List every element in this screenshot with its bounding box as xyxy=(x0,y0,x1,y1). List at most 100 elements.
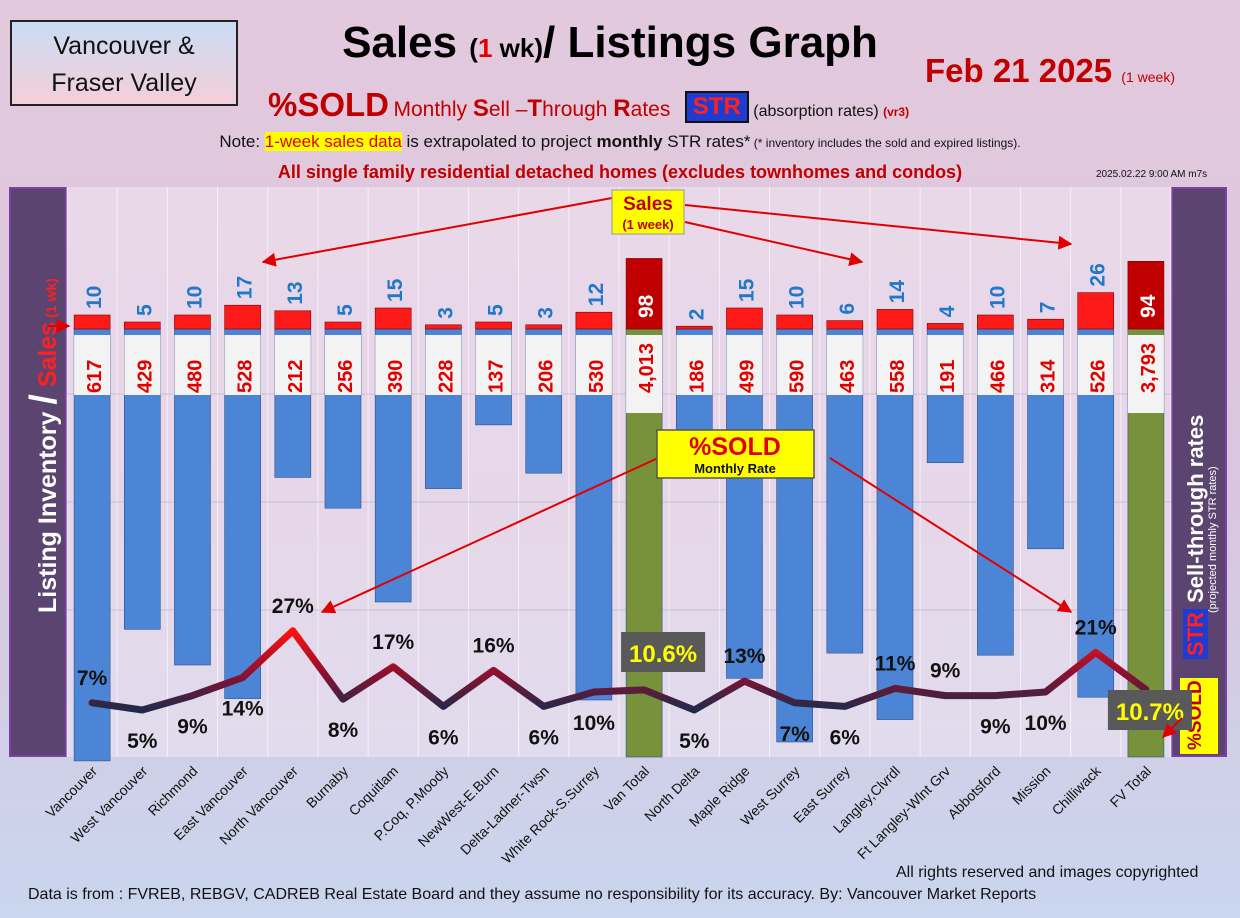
callout-arrow xyxy=(261,197,613,267)
sales-bar xyxy=(174,314,211,330)
inventory-label: 212 xyxy=(285,360,307,393)
str-label: 8% xyxy=(328,719,359,742)
str-label: 10% xyxy=(1025,712,1067,735)
sales-label: 12 xyxy=(585,283,608,306)
region-line2: Fraser Valley xyxy=(51,69,197,97)
sales-label: 5 xyxy=(334,304,357,316)
inventory-label-bg xyxy=(826,335,863,395)
copyright-note: All rights reserved and images copyright… xyxy=(896,864,1199,881)
sales-label: 5 xyxy=(133,304,156,316)
sales-label: 94 xyxy=(1137,294,1160,318)
sales-label: 7 xyxy=(1037,302,1060,314)
sales-label: 5 xyxy=(485,304,508,316)
note-bold: monthly xyxy=(596,132,663,151)
callout-arrow xyxy=(829,457,1073,613)
sales-bar xyxy=(926,323,964,330)
region-line1: Vancouver & xyxy=(53,32,195,60)
str-label: 9% xyxy=(930,660,961,683)
note-prefix: Note: xyxy=(219,132,265,151)
str-label: 16% xyxy=(473,634,515,657)
inventory-label: 206 xyxy=(536,360,558,393)
sales-label: 10 xyxy=(83,286,106,309)
method-note: Note: 1-week sales data is extrapolated … xyxy=(0,132,1240,152)
title-wk: wk) xyxy=(492,33,543,63)
sales-callout-box xyxy=(611,189,685,235)
inventory-label-bg xyxy=(475,335,512,395)
inventory-label-bg xyxy=(927,335,964,395)
report-date: Feb 21 2025 (1 week) xyxy=(925,52,1175,90)
inventory-label-bg xyxy=(375,335,412,395)
sales-bar xyxy=(475,321,512,330)
inventory-label-bg xyxy=(877,335,913,395)
inventory-label-bg xyxy=(676,335,713,395)
str-label: 13% xyxy=(723,645,765,668)
sales-bar xyxy=(274,310,312,330)
sales-callout-label: Sales xyxy=(623,194,673,215)
x-tick-label: Chilliwack xyxy=(1049,762,1105,818)
x-tick-label: Van Total xyxy=(601,763,653,815)
inventory-label: 528 xyxy=(235,360,257,393)
sales-label: 15 xyxy=(735,278,758,302)
sales-bar xyxy=(73,314,111,330)
sales-label: 3 xyxy=(535,307,558,319)
x-tick-label: FV Total xyxy=(1107,763,1154,810)
inventory-label: 590 xyxy=(787,360,809,393)
note-small: (* inventory includes the sold and expir… xyxy=(750,136,1021,150)
subtitle-t: T xyxy=(527,95,543,122)
sales-bar xyxy=(1077,292,1115,330)
str-line xyxy=(88,627,1150,714)
inventory-label: 4,013 xyxy=(636,343,658,393)
subtitle: %SOLD Monthly Sell –Through Rates STR (a… xyxy=(268,86,909,124)
inventory-label: 186 xyxy=(686,360,708,393)
x-tick-label: Burnaby xyxy=(303,763,351,811)
inventory-label-bg xyxy=(525,335,562,395)
inventory-label-bg xyxy=(1027,335,1064,395)
inventory-label-bg xyxy=(977,335,1014,395)
sales-callout-sub: (1 week) xyxy=(622,217,673,232)
str-label: 17% xyxy=(372,631,414,654)
inventory-label: 390 xyxy=(385,360,407,393)
str-label: 7% xyxy=(77,667,108,690)
left-axis-panel: Listing Inventory / Sales (1 wk) xyxy=(9,187,67,757)
str-label: 6% xyxy=(529,726,560,749)
data-source-note: Data is from : FVREB, REBGV, CADREB Real… xyxy=(28,886,1037,903)
str-total-box xyxy=(621,632,706,672)
inventory-label: 466 xyxy=(987,360,1009,393)
str-label: 6% xyxy=(830,726,861,749)
sales-bar xyxy=(525,324,563,330)
inventory-label-bg xyxy=(325,335,361,395)
note-mid: is extrapolated to project xyxy=(401,132,597,151)
title-listings: / Listings Graph xyxy=(543,18,878,67)
sales-bar xyxy=(123,321,161,330)
inventory-label: 480 xyxy=(184,360,206,393)
sales-bar xyxy=(324,321,362,330)
region-box: Vancouver & Fraser Valley xyxy=(10,20,238,106)
sales-label: 14 xyxy=(886,280,909,304)
page-title: Sales (1 wk)/ Listings Graph xyxy=(250,18,970,68)
sales-bar xyxy=(1127,261,1165,330)
inventory-label: 314 xyxy=(1038,359,1060,393)
sales-bar xyxy=(675,325,713,330)
str-label: 5% xyxy=(127,730,158,753)
x-tick-label: White Rock-S.Surrey xyxy=(498,763,602,867)
title-paren: ( xyxy=(469,33,478,63)
inventory-label-bg xyxy=(626,335,663,413)
subtitle-monthly: Monthly xyxy=(393,98,473,121)
str-label: 10.6% xyxy=(629,641,697,668)
str-label: 9% xyxy=(177,716,208,739)
str-badge: STR xyxy=(684,91,749,123)
str-label: 11% xyxy=(875,652,916,675)
subtitle-hrough: hrough xyxy=(542,98,614,121)
subtitle-sold: %SOLD xyxy=(268,86,390,123)
sales-bar xyxy=(726,307,763,330)
subtitle-ates: ates xyxy=(630,98,671,121)
inventory-label: 228 xyxy=(435,360,457,393)
inventory-label: 558 xyxy=(887,360,909,393)
x-tick-label: Abbotsford xyxy=(944,763,1003,822)
sales-label: 6 xyxy=(836,303,859,315)
str-label: 10% xyxy=(573,712,615,735)
subtitle-ell: ell – xyxy=(488,98,528,121)
sales-label: 3 xyxy=(434,307,457,319)
inventory-label: 526 xyxy=(1088,360,1110,393)
callout-arrow xyxy=(320,457,659,614)
